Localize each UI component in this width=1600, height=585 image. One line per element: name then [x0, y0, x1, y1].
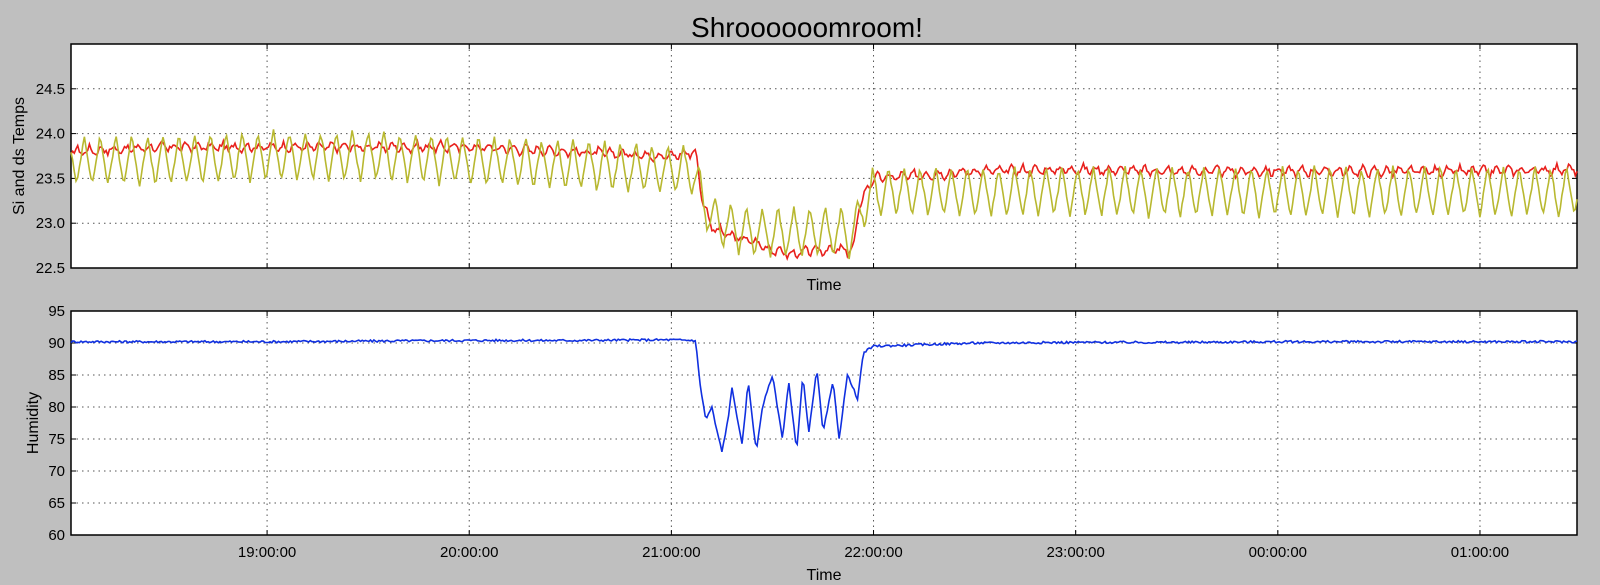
- temperature-series: [70, 129, 1578, 261]
- y-tick-label: 23.5: [36, 170, 65, 187]
- humidity-y-tick-labels: 60 65 70 75 80 85 90 95: [48, 303, 65, 544]
- x-tick-label: 00:00:00: [1249, 544, 1307, 561]
- x-tick-label: 22:00:00: [844, 544, 902, 561]
- humidity-x-tick-labels: 19:00:00 20:00:00 21:00:00 22:00:00 23:00:00…: [238, 544, 1509, 561]
- series-line-si_temp: [70, 137, 1578, 261]
- humidity-series: [70, 337, 1578, 452]
- temperature-x-axis-label: Time: [807, 277, 842, 294]
- humidity-y-axis-label: Humidity: [25, 392, 42, 454]
- y-tick-label: 80: [48, 399, 65, 416]
- y-tick-label: 65: [48, 495, 65, 512]
- y-tick-label: 24.5: [36, 81, 65, 98]
- y-tick-label: 90: [48, 335, 65, 352]
- x-tick-label: 01:00:00: [1451, 544, 1509, 561]
- temperature-y-tick-labels: 22.5 23.0 23.5 24.0 24.5: [36, 81, 65, 277]
- y-tick-label: 23.0: [36, 215, 65, 232]
- x-tick-label: 21:00:00: [642, 544, 700, 561]
- y-tick-label: 95: [48, 303, 65, 320]
- series-line-humidity: [70, 337, 1578, 452]
- series-line-ds_temp: [70, 129, 1578, 260]
- x-tick-label: 23:00:00: [1046, 544, 1104, 561]
- temperature-y-axis-label: Si and ds Temps: [11, 97, 28, 215]
- temperature-plot-area: [70, 43, 1578, 269]
- y-tick-label: 60: [48, 527, 65, 544]
- x-tick-label: 19:00:00: [238, 544, 296, 561]
- y-tick-label: 75: [48, 431, 65, 448]
- humidity-grid: [71, 311, 1577, 535]
- y-tick-label: 24.0: [36, 126, 65, 143]
- temperature-panel: 22.5 23.0 23.5 24.0 24.5 Time Si and ds Temp…: [11, 43, 1578, 294]
- humidity-panel: 60 65 70 75 80 85 90 95 19:00:00 20:00:00 21:00:0…: [25, 303, 1578, 584]
- x-tick-label: 20:00:00: [440, 544, 498, 561]
- temperature-grid: [71, 44, 1577, 268]
- chart-title: Shroooooomroom!: [691, 12, 923, 43]
- y-tick-label: 22.5: [36, 260, 65, 277]
- humidity-x-axis-label: Time: [807, 567, 842, 584]
- y-tick-label: 85: [48, 367, 65, 384]
- temperature-ticks: [71, 44, 1577, 269]
- y-tick-label: 70: [48, 463, 65, 480]
